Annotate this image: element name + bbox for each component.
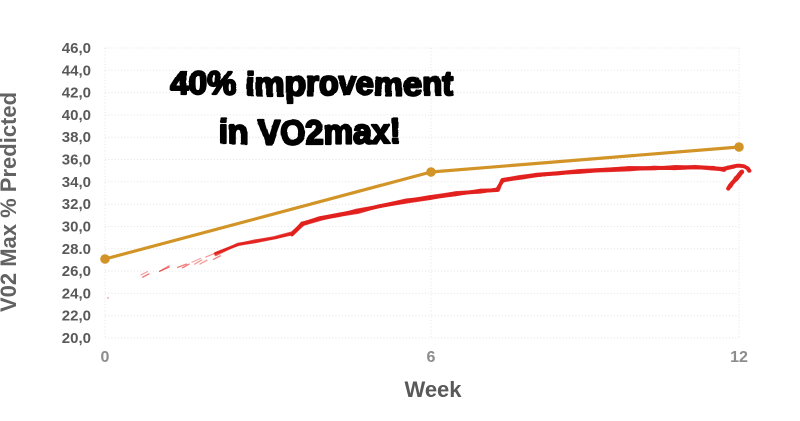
svg-text:26,0: 26,0 [62,263,91,280]
svg-text:12: 12 [730,349,748,366]
svg-text:24,0: 24,0 [62,285,91,302]
svg-text:44,0: 44,0 [62,62,91,79]
svg-text:22,0: 22,0 [62,308,91,325]
svg-text:28.0: 28.0 [62,241,91,258]
svg-text:30,0: 30,0 [62,219,91,236]
svg-text:6: 6 [427,349,436,366]
svg-text:40% improvement: 40% improvement [171,65,453,102]
svg-text:Week: Week [404,377,462,402]
svg-text:36,0: 36,0 [62,152,91,169]
svg-text:20,0: 20,0 [62,330,91,347]
svg-text:38,0: 38,0 [62,129,91,146]
svg-text:46,0: 46,0 [62,40,91,57]
svg-text:40,0: 40,0 [62,107,91,124]
svg-text:in VO2max!: in VO2max! [219,113,401,150]
svg-text:32,0: 32,0 [62,196,91,213]
svg-text:V02 Max % Predicted: V02 Max % Predicted [0,92,21,312]
svg-text:0: 0 [101,349,110,366]
svg-text:34,0: 34,0 [62,174,91,191]
svg-text:42,0: 42,0 [62,85,91,102]
